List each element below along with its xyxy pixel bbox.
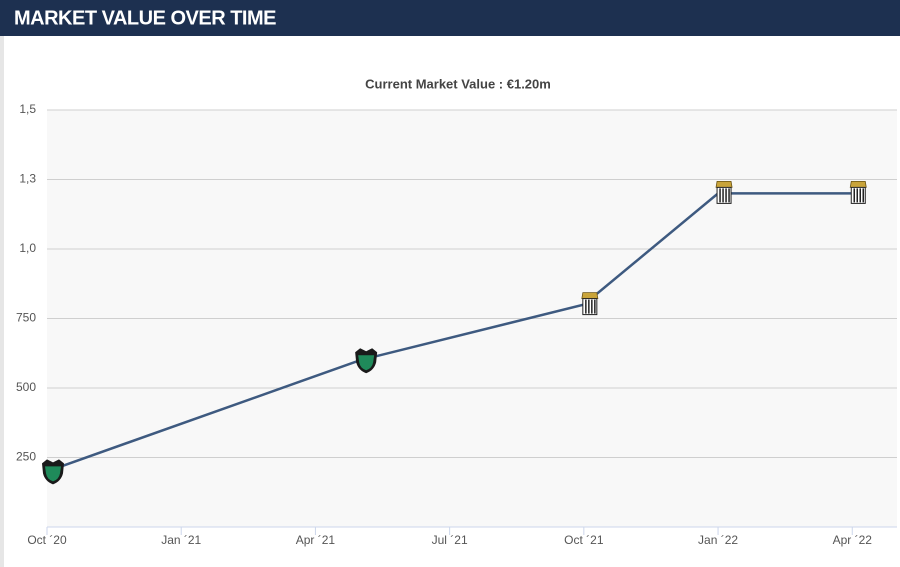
club-crest-marker (715, 180, 733, 204)
y-tick-label: 1,5 (19, 102, 36, 116)
left-border (0, 36, 4, 567)
crest-inner (45, 466, 61, 482)
x-tick-label: Oct ´21 (564, 533, 604, 547)
chart-subtitle: Current Market Value : €1.20m (365, 76, 551, 91)
chart-title: MARKET VALUE OVER TIME (14, 7, 276, 29)
x-tick-label: Apr ´21 (296, 533, 336, 547)
y-tick-label: 1,3 (19, 172, 36, 186)
header-bar (0, 0, 900, 36)
y-tick-label: 1,0 (19, 241, 36, 255)
club-crest-marker (849, 180, 867, 204)
x-tick-label: Oct ´20 (27, 533, 67, 547)
crest-top (581, 292, 599, 300)
y-tick-label: 250 (16, 450, 36, 464)
x-tick-label: Apr ´22 (833, 533, 873, 547)
club-crest-marker (42, 459, 64, 485)
x-tick-label: Jul ´21 (432, 533, 468, 547)
x-tick-label: Jan ´22 (698, 533, 738, 547)
y-tick-label: 500 (16, 380, 36, 394)
crest-top (849, 180, 867, 188)
x-tick-label: Jan ´21 (161, 533, 201, 547)
y-tick-label: 750 (16, 311, 36, 325)
crest-inner (358, 355, 375, 371)
club-crest-marker (355, 348, 378, 374)
club-crest-marker (581, 292, 599, 316)
crest-top (715, 180, 733, 188)
